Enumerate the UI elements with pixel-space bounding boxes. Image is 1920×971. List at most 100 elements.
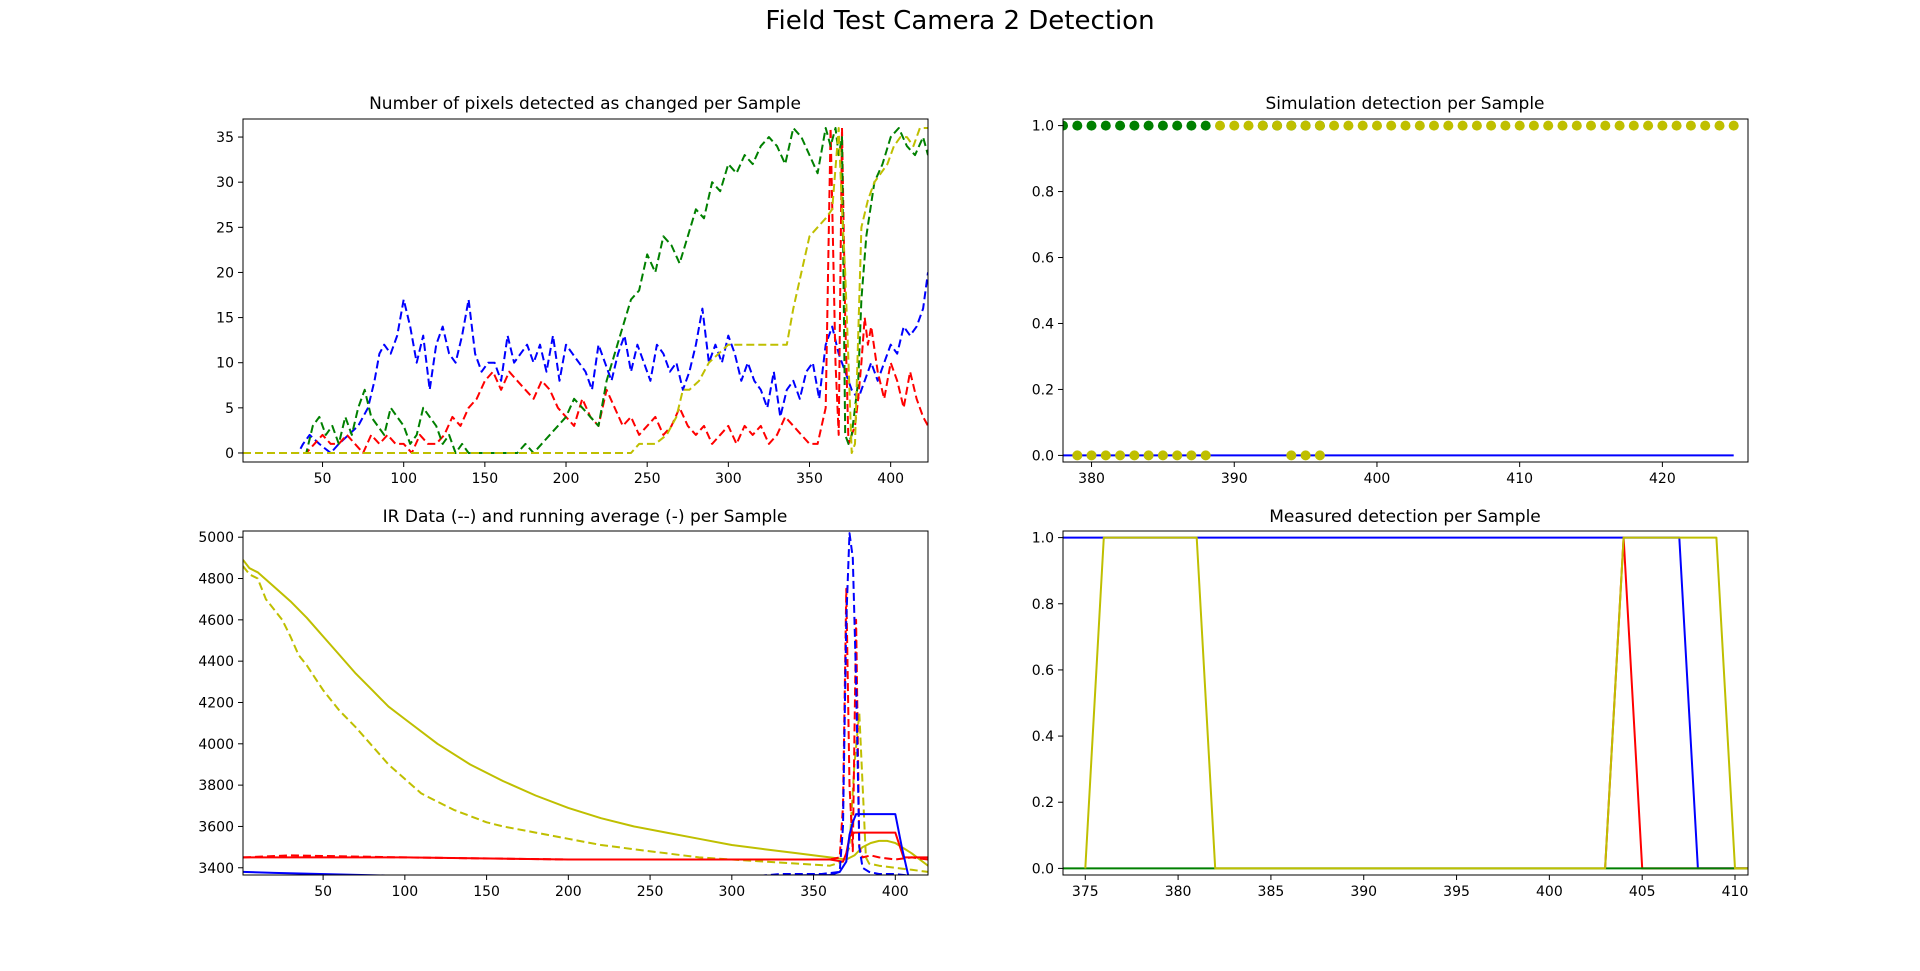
- simulation-xtick-label: 420: [1649, 471, 1676, 487]
- pixels-series-red-dashed: [243, 127, 928, 454]
- simulation-point: [1186, 450, 1197, 461]
- measured-xtick-label: 405: [1629, 884, 1656, 900]
- ir-ytick-label: 3400: [198, 861, 234, 877]
- pixels-subplot-title: Number of pixels detected as changed per…: [369, 94, 801, 114]
- simulation-point: [1586, 120, 1596, 131]
- simulation-point: [1471, 120, 1482, 131]
- measured-plot-area: [1063, 536, 1748, 870]
- pixels-xtick-label: 300: [715, 471, 742, 487]
- simulation-point: [1314, 450, 1325, 461]
- simulation-subplot: Simulation detection per Sample 380 390 40…: [1032, 94, 1749, 487]
- pixels-xtick-label: 150: [471, 471, 498, 487]
- ir-ytick-label: 4200: [198, 695, 234, 711]
- simulation-point: [1257, 120, 1268, 131]
- ir-ytick-label: 5000: [198, 530, 234, 546]
- simulation-point: [1714, 120, 1725, 131]
- pixels-series-yellow-dashed: [243, 127, 928, 454]
- measured-ytick-label: 0.2: [1032, 795, 1054, 811]
- simulation-point: [1443, 120, 1454, 131]
- measured-xtick-label: 400: [1536, 884, 1563, 900]
- simulation-point: [1414, 120, 1425, 131]
- simulation-ytick-label: 1.0: [1032, 119, 1054, 135]
- simulation-point: [1072, 450, 1083, 461]
- simulation-point: [1400, 120, 1411, 131]
- simulation-point: [1557, 120, 1568, 131]
- ir-plot-area: [243, 532, 928, 875]
- pixels-series-green-dashed: [243, 127, 928, 454]
- measured-series-blue-solid: [1063, 536, 1748, 870]
- simulation-series-yellow: [1072, 450, 1325, 461]
- measured-ytick-label: 0.8: [1032, 597, 1054, 613]
- simulation-point: [1386, 120, 1397, 131]
- ir-series-yellow-dashed: [243, 565, 928, 873]
- ir-series-blue-dashed: [243, 532, 928, 875]
- simulation-point: [1143, 450, 1154, 461]
- ir-ytick-label: 4000: [198, 737, 234, 753]
- simulation-point: [1628, 120, 1639, 131]
- simulation-point: [1300, 120, 1311, 131]
- simulation-series-green: [1063, 120, 1068, 131]
- simulation-point: [1129, 120, 1140, 131]
- simulation-point: [1643, 120, 1654, 131]
- measured-ytick-label: 0.4: [1032, 729, 1054, 745]
- simulation-point: [1200, 120, 1211, 131]
- simulation-point: [1500, 120, 1511, 131]
- pixels-ytick-label: 30: [216, 175, 234, 191]
- simulation-subplot-title: Simulation detection per Sample: [1265, 94, 1544, 114]
- measured-xtick-label: 380: [1165, 884, 1192, 900]
- simulation-axes-frame: [1062, 118, 1749, 463]
- simulation-point: [1571, 120, 1582, 131]
- simulation-point: [1671, 120, 1682, 131]
- simulation-point: [1728, 120, 1739, 131]
- ir-xtick-label: 250: [637, 884, 664, 900]
- ir-xtick-label: 350: [800, 884, 827, 900]
- simulation-xtick-label: 380: [1078, 471, 1105, 487]
- ir-xtick-label: 100: [391, 884, 418, 900]
- ir-ytick-label: 4600: [198, 613, 234, 629]
- simulation-point: [1486, 120, 1497, 131]
- pixels-ytick-label: 15: [216, 311, 234, 327]
- simulation-point: [1172, 120, 1183, 131]
- ir-axes-frame: [242, 530, 929, 876]
- ir-xtick-label: 150: [473, 884, 500, 900]
- ir-ytick-label: 3800: [198, 778, 234, 794]
- measured-series-yellow-solid: [1084, 536, 1748, 870]
- measured-subplot: Measured detection per Sample 375 380 385 3…: [1032, 507, 1749, 900]
- ir-subplot-title: IR Data (--) and running average (-) per…: [383, 507, 788, 527]
- simulation-point: [1129, 450, 1140, 461]
- simulation-point: [1314, 120, 1325, 131]
- pixels-xtick-label: 350: [796, 471, 823, 487]
- simulation-point: [1300, 450, 1311, 461]
- ir-xtick-label: 300: [718, 884, 745, 900]
- measured-axes-frame: [1062, 530, 1749, 876]
- simulation-point: [1357, 120, 1368, 131]
- simulation-point: [1429, 120, 1439, 131]
- ir-xtick-label: 50: [314, 884, 332, 900]
- simulation-ytick-label: 0.2: [1032, 382, 1054, 398]
- pixels-xtick-label: 100: [390, 471, 417, 487]
- ir-ytick-label: 3600: [198, 819, 234, 835]
- pixels-ytick-label: 5: [225, 401, 234, 417]
- simulation-point: [1286, 450, 1297, 461]
- ir-ytick-label: 4400: [198, 654, 234, 670]
- pixels-xtick-label: 400: [877, 471, 904, 487]
- ir-series-blue-solid: [243, 813, 928, 875]
- pixels-ytick-label: 20: [216, 265, 234, 281]
- simulation-point: [1086, 120, 1097, 131]
- ir-ytick-label: 4800: [198, 572, 234, 588]
- measured-ytick-label: 1.0: [1032, 531, 1054, 547]
- pixels-subplot: Number of pixels detected as changed per…: [216, 94, 929, 487]
- simulation-point: [1514, 120, 1525, 131]
- simulation-point: [1063, 120, 1068, 131]
- pixels-ytick-label: 10: [216, 356, 234, 372]
- simulation-point: [1243, 120, 1254, 131]
- simulation-ytick-label: 0.0: [1032, 448, 1054, 464]
- simulation-point: [1614, 120, 1625, 131]
- simulation-point: [1372, 120, 1382, 131]
- simulation-ytick-label: 0.8: [1032, 185, 1054, 201]
- simulation-point: [1600, 120, 1611, 131]
- pixels-ytick-label: 35: [216, 130, 234, 146]
- simulation-point: [1700, 120, 1711, 131]
- ir-xtick-label: 400: [882, 884, 909, 900]
- simulation-xtick-label: 400: [1364, 471, 1391, 487]
